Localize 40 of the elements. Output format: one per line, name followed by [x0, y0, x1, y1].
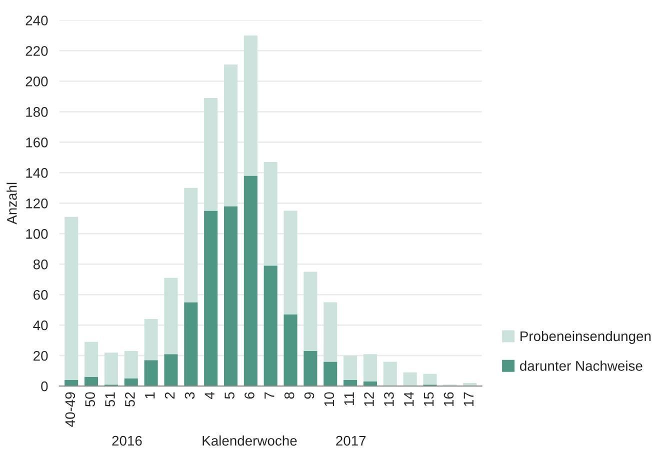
x-tick-label: 5 [224, 392, 234, 399]
x-tick-label: 52 [125, 392, 135, 407]
x-tick-label: 3 [184, 392, 195, 399]
x-tick-label: 14 [404, 392, 414, 406]
x-tick-label: 16 [444, 392, 454, 406]
x-tick-label: 9 [304, 392, 314, 399]
y-tick-label: 40 [33, 320, 48, 330]
y-tick-label: 140 [26, 168, 48, 178]
y-tick-label: 120 [26, 198, 48, 208]
x-tick-label: 2 [164, 392, 175, 399]
x-tick-label: 4 [204, 392, 214, 400]
y-tick-label: 240 [26, 16, 48, 26]
legend-label: Probeneinsendungen [520, 330, 651, 344]
x-tick-label: 17 [464, 392, 474, 406]
x-tick-label: 6 [244, 392, 254, 399]
x-tick-label: 15 [424, 392, 434, 406]
y-tick-label: 160 [26, 138, 48, 148]
y-tick-label: 180 [26, 107, 48, 117]
y-axis-title: Anzahl [6, 182, 17, 224]
y-tick-label: 60 [34, 290, 48, 300]
x-tick-label: 13 [384, 392, 394, 406]
legend-label: darunter Nachweise [520, 360, 642, 371]
text: 2016 [112, 436, 142, 446]
text: 2017 [336, 436, 366, 446]
x-tick-label: 7 [264, 392, 274, 399]
x-tick-label: 8 [284, 392, 294, 399]
x-tick-label: 50 [85, 392, 96, 407]
y-tick-label: 80 [33, 259, 48, 270]
y-tick-label: 200 [26, 76, 48, 86]
x-tick-label: 10 [324, 392, 334, 406]
x-tick-label: 1 [145, 392, 155, 398]
x-axis-title: Kalenderwoche [202, 435, 297, 446]
x-tick-label: 12 [364, 392, 374, 406]
y-tick-label: 100 [26, 228, 48, 239]
y-tick-label: 0 [41, 381, 48, 392]
x-tick-label: 11 [344, 392, 354, 406]
y-tick-label: 20 [34, 350, 48, 361]
y-tick-label: 220 [26, 46, 48, 56]
x-tick-label: 40-49 [65, 392, 76, 427]
x-tick-label: 51 [105, 392, 115, 407]
